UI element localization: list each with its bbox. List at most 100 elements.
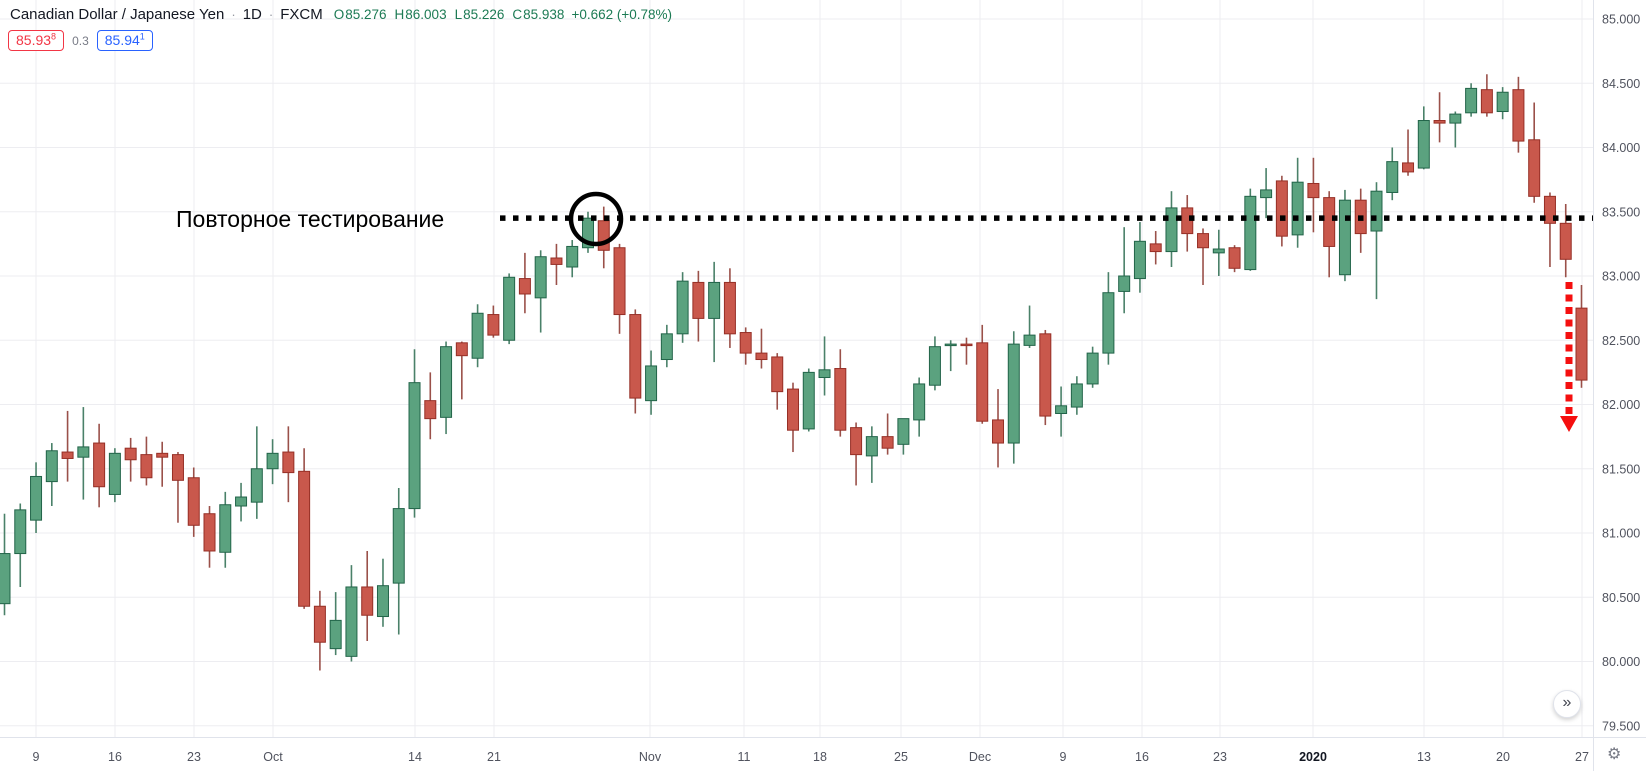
candle [77, 446, 90, 458]
candle [1291, 181, 1304, 236]
candle [187, 477, 200, 526]
time-axis-label: 23 [1213, 750, 1227, 764]
spread-value: 0.3 [72, 33, 89, 48]
time-axis-label: 25 [894, 750, 908, 764]
candle [660, 333, 673, 361]
candle [771, 356, 784, 393]
candle [708, 281, 721, 319]
candle [1449, 113, 1462, 124]
open-value: O85.276 [333, 7, 387, 22]
time-axis-label: 27 [1575, 750, 1589, 764]
candle [739, 332, 752, 354]
candle [960, 343, 973, 347]
candle [865, 436, 878, 457]
candle [1102, 292, 1115, 354]
price-axis-label: 81.000 [1602, 527, 1640, 541]
axis-settings-button[interactable]: ⚙ [1607, 745, 1621, 765]
candle [408, 382, 421, 510]
candle [156, 452, 169, 458]
time-axis-label: Nov [639, 750, 662, 764]
candle [329, 619, 342, 650]
price-axis-label: 80.000 [1602, 655, 1640, 669]
candle [1197, 233, 1210, 249]
price-axis-label: 82.000 [1602, 398, 1640, 412]
candle [1402, 162, 1415, 173]
candle [440, 346, 453, 418]
annotation-circle[interactable] [568, 191, 624, 247]
scroll-to-recent-button[interactable]: » [1553, 690, 1581, 718]
candle [944, 343, 957, 347]
candle [266, 452, 279, 470]
candle [455, 342, 468, 357]
candle [345, 586, 358, 657]
candle [1323, 197, 1336, 247]
candle [645, 365, 658, 402]
candle [1039, 333, 1052, 417]
candle [1386, 161, 1399, 193]
candle [581, 217, 594, 249]
candle [1260, 189, 1273, 199]
candle [45, 450, 58, 483]
candle [1228, 247, 1241, 269]
candle [487, 314, 500, 336]
close-value: C85.938 [512, 7, 565, 22]
candle [298, 470, 311, 607]
candle [534, 256, 547, 299]
candle [1417, 120, 1430, 169]
candle [1338, 199, 1351, 276]
candle [1070, 383, 1083, 408]
price-axis[interactable] [1594, 0, 1646, 737]
candle [1559, 222, 1572, 260]
candle [203, 513, 216, 552]
candle [992, 419, 1005, 444]
candle [1165, 207, 1178, 253]
candle [1055, 405, 1068, 414]
exchange-label: FXCM [280, 6, 323, 23]
time-axis-label: 23 [187, 750, 201, 764]
annotation-text[interactable]: Повторное тестирование [176, 206, 445, 232]
ask-price-badge[interactable]: 85.941 [96, 30, 153, 51]
candle [1528, 139, 1541, 197]
time-axis-label: 13 [1417, 750, 1431, 764]
candle [1575, 307, 1588, 381]
candle [1275, 180, 1288, 237]
timeframe-label[interactable]: 1D [242, 6, 262, 23]
time-axis-label: Oct [263, 750, 283, 764]
candle [913, 383, 926, 421]
time-axis-label: 16 [1135, 750, 1149, 764]
candle [282, 451, 295, 474]
candle [14, 509, 27, 555]
candle [1023, 334, 1036, 346]
candle [818, 369, 831, 379]
candle [1212, 248, 1225, 254]
candle [787, 388, 799, 431]
annotation-arrow-head-icon[interactable] [1560, 416, 1578, 432]
candle [881, 436, 894, 449]
price-axis-label: 80.500 [1602, 591, 1640, 605]
candle [471, 312, 484, 359]
time-axis[interactable] [0, 738, 1593, 771]
candle [93, 442, 106, 488]
time-axis-label: Dec [969, 750, 991, 764]
time-axis-label: 9 [1060, 750, 1067, 764]
candle [676, 280, 689, 335]
candle [376, 585, 389, 618]
candle [1118, 275, 1131, 292]
candle [1007, 343, 1020, 444]
candle [1465, 87, 1478, 114]
candle [1244, 195, 1257, 271]
candle [61, 451, 74, 459]
time-axis-label: 11 [738, 750, 751, 764]
candle [0, 553, 11, 605]
candle [550, 257, 563, 265]
candle [1480, 89, 1493, 114]
price-axis-label: 84.500 [1602, 77, 1640, 91]
candle [755, 352, 768, 361]
price-axis-label: 82.500 [1602, 334, 1640, 348]
candle [1433, 120, 1446, 124]
symbol-title[interactable]: Canadian Dollar / Japanese Yen [10, 6, 225, 23]
bid-price-badge[interactable]: 85.938 [8, 30, 65, 51]
low-value: L85.226 [454, 7, 505, 22]
